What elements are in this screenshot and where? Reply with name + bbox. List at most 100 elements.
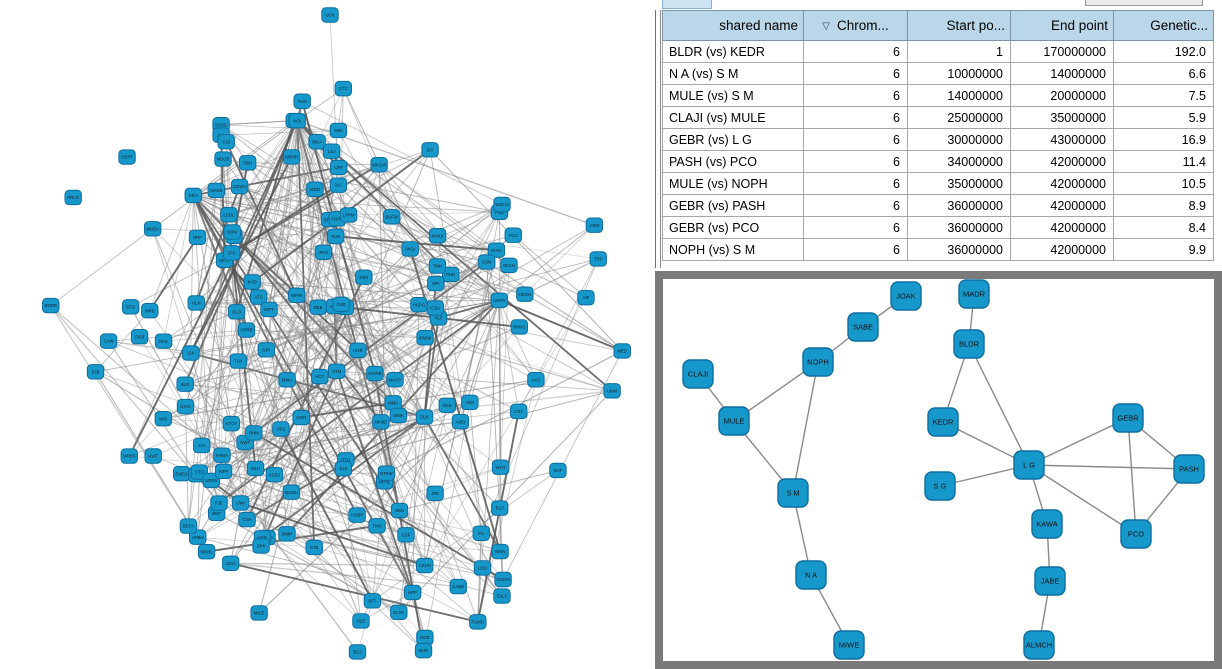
node-shape[interactable] xyxy=(613,343,631,359)
table-row[interactable]: GEBR (vs) PASH 6 36000000 42000000 8.9 xyxy=(662,194,1214,217)
node-shape[interactable] xyxy=(366,365,384,382)
network-edge[interactable] xyxy=(524,224,595,295)
network-node[interactable]: UDRS xyxy=(202,472,220,489)
network-node[interactable]: SJN xyxy=(257,342,276,358)
subnet-node-s-m[interactable]: S M xyxy=(777,478,809,508)
network-edge[interactable] xyxy=(301,100,503,205)
subnet-edge-bldr-l-g[interactable] xyxy=(968,343,1030,466)
cell-chrom[interactable]: 6 xyxy=(803,106,908,129)
network-edge[interactable] xyxy=(524,258,599,295)
network-node[interactable]: HCT xyxy=(311,368,329,385)
node-shape[interactable] xyxy=(493,588,511,604)
table-row[interactable]: GEBR (vs) L G 6 30000000 43000000 16.9 xyxy=(662,128,1214,151)
node-shape[interactable] xyxy=(305,539,323,556)
network-edge[interactable] xyxy=(163,379,396,420)
node-shape[interactable] xyxy=(176,376,194,392)
node-shape[interactable] xyxy=(527,372,545,388)
network-edge[interactable] xyxy=(244,442,400,511)
node-shape[interactable] xyxy=(332,296,350,313)
node-shape[interactable] xyxy=(416,330,434,346)
node-shape[interactable] xyxy=(368,518,386,534)
network-edge[interactable] xyxy=(296,119,613,392)
network-edge[interactable] xyxy=(498,299,623,352)
network-node[interactable]: PUD xyxy=(441,266,460,283)
network-edge[interactable] xyxy=(424,297,587,566)
node-shape[interactable] xyxy=(334,460,352,477)
node-shape[interactable] xyxy=(246,460,265,477)
node-shape[interactable] xyxy=(451,413,470,430)
network-node[interactable]: ELFK xyxy=(390,604,408,620)
network-edge[interactable] xyxy=(258,304,342,614)
network-edge[interactable] xyxy=(265,149,431,351)
node-shape[interactable] xyxy=(386,371,404,388)
network-node[interactable]: NKME xyxy=(372,414,390,430)
network-edge[interactable] xyxy=(450,211,500,275)
node-shape[interactable] xyxy=(329,122,348,139)
network-node[interactable]: RIPF xyxy=(214,463,233,479)
network-node[interactable]: EUJ xyxy=(490,500,509,516)
network-node[interactable]: MLH xyxy=(246,460,265,477)
network-node[interactable]: FLM xyxy=(326,228,345,245)
network-node[interactable]: CAW xyxy=(99,333,118,349)
network-node[interactable]: FAWA xyxy=(213,447,231,463)
network-edge[interactable] xyxy=(201,156,292,446)
network-node[interactable]: DIPT xyxy=(260,301,278,318)
network-edge[interactable] xyxy=(296,120,426,638)
network-edge[interactable] xyxy=(235,311,248,520)
network-edge[interactable] xyxy=(290,189,316,493)
network-node[interactable]: PJB xyxy=(86,364,105,380)
network-edge[interactable] xyxy=(95,310,151,373)
network-edge[interactable] xyxy=(314,547,503,597)
network-node[interactable]: MED xyxy=(613,343,631,359)
network-edge[interactable] xyxy=(262,376,321,538)
node-shape[interactable] xyxy=(585,217,604,233)
network-edge[interactable] xyxy=(230,562,459,588)
network-edge[interactable] xyxy=(293,120,342,305)
cell-shared-name[interactable]: GEBR (vs) L G xyxy=(662,128,804,151)
node-shape[interactable] xyxy=(265,466,284,483)
network-edge[interactable] xyxy=(345,350,359,460)
network-edge[interactable] xyxy=(230,562,479,623)
network-node[interactable]: WMP xyxy=(278,526,296,542)
network-node[interactable]: FBH xyxy=(238,155,257,171)
network-edge[interactable] xyxy=(238,305,335,362)
network-edge[interactable] xyxy=(230,248,411,425)
network-edge[interactable] xyxy=(477,379,537,622)
table-row[interactable]: CLAJI (vs) MULE 6 25000000 35000000 5.9 xyxy=(662,106,1214,129)
network-edge[interactable] xyxy=(348,214,359,351)
subnet-node-miwe[interactable]: MIWE xyxy=(833,630,865,660)
network-edge[interactable] xyxy=(486,262,504,580)
network-edge[interactable] xyxy=(498,300,520,412)
node-shape[interactable] xyxy=(237,322,256,338)
network-node[interactable]: LPPM xyxy=(339,207,358,223)
node-shape[interactable] xyxy=(213,447,231,463)
subnet-node-pash[interactable]: PASH xyxy=(1173,454,1205,484)
node-shape[interactable] xyxy=(348,644,367,660)
network-edge[interactable] xyxy=(268,309,373,602)
network-edge[interactable] xyxy=(192,195,503,597)
network-node[interactable]: NTKW xyxy=(377,465,396,481)
node-shape[interactable] xyxy=(718,406,750,436)
node-shape[interactable] xyxy=(252,538,270,554)
network-edge[interactable] xyxy=(486,261,623,352)
network-edge[interactable] xyxy=(335,236,613,392)
network-edge[interactable] xyxy=(268,309,471,403)
cell-chrom[interactable]: 6 xyxy=(803,216,908,239)
network-edge[interactable] xyxy=(342,88,439,319)
network-edge[interactable] xyxy=(469,300,500,403)
node-shape[interactable] xyxy=(282,484,301,500)
network-node[interactable]: TMS xyxy=(368,518,386,534)
node-shape[interactable] xyxy=(278,372,296,388)
network-node[interactable]: IST xyxy=(421,142,439,158)
network-edge[interactable] xyxy=(189,120,299,354)
cell-shared-name[interactable]: BLDR (vs) KEDR xyxy=(662,40,804,63)
network-node[interactable]: IWGI xyxy=(401,241,419,257)
network-node[interactable]: HIW xyxy=(461,394,479,411)
cell-genetic[interactable]: 7.5 xyxy=(1113,84,1214,107)
cell-chrom[interactable]: 6 xyxy=(803,40,908,63)
network-edge[interactable] xyxy=(251,281,459,587)
node-shape[interactable] xyxy=(958,279,990,309)
node-shape[interactable] xyxy=(326,228,345,245)
network-edge[interactable] xyxy=(446,326,520,406)
node-shape[interactable] xyxy=(272,421,290,437)
